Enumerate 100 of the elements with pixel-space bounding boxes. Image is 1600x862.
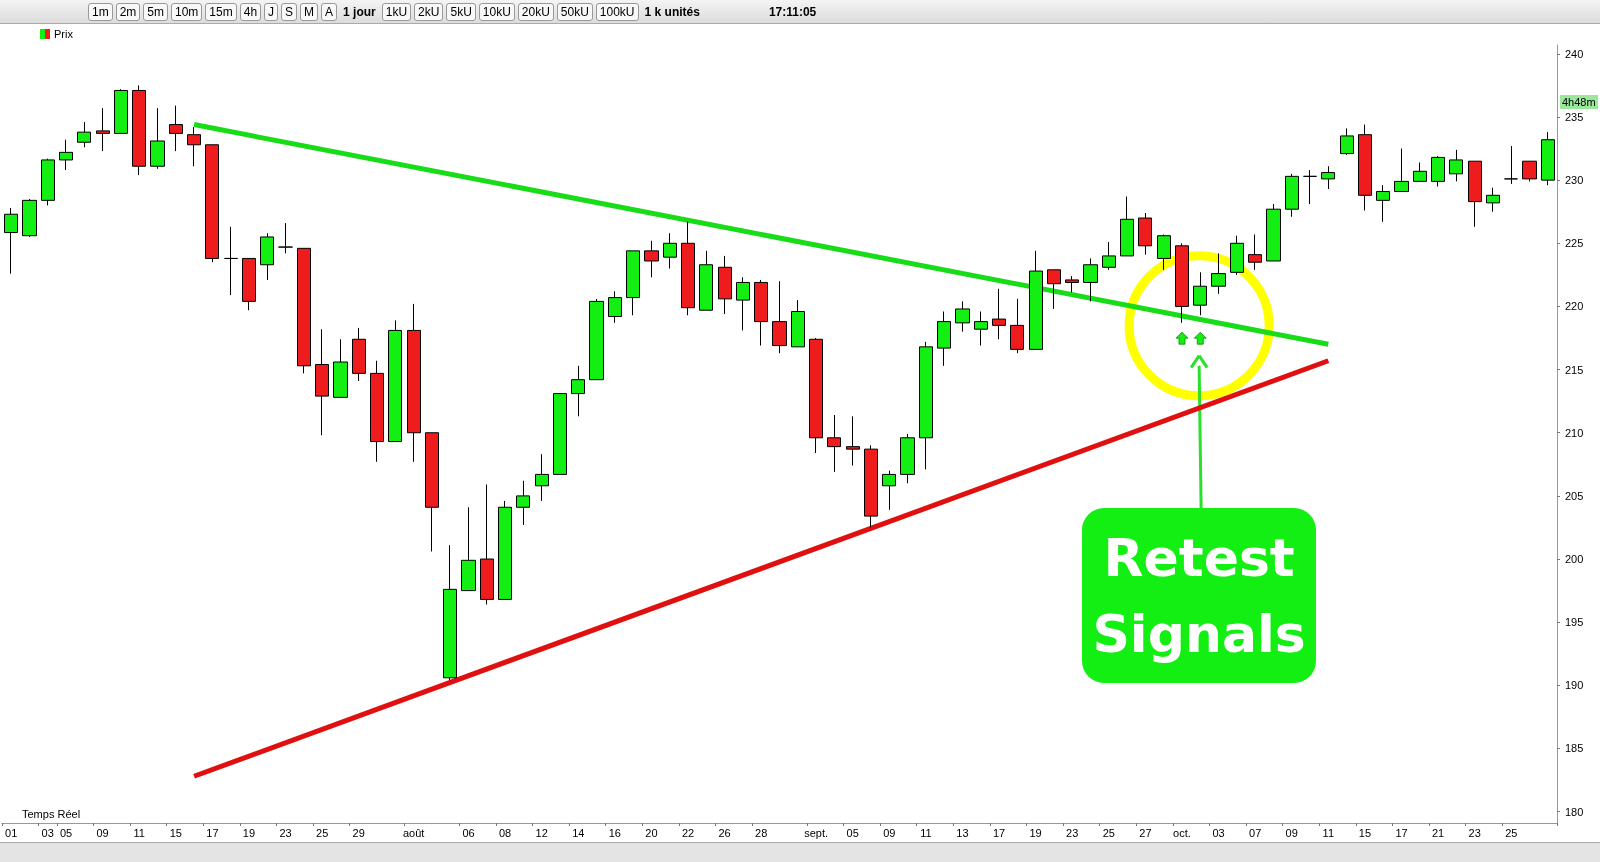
x-tick-label: 29 bbox=[352, 826, 365, 839]
x-tick-label: 07 bbox=[1249, 826, 1262, 839]
candlestick bbox=[1047, 269, 1061, 310]
candlestick bbox=[352, 327, 366, 382]
x-tick-label: 14 bbox=[572, 826, 585, 839]
text: 2kU bbox=[414, 2, 444, 21]
callout-box: Retest Signals bbox=[1082, 508, 1317, 683]
x-tick-label: 23 bbox=[1468, 826, 1481, 839]
x-tick-label: 11 bbox=[920, 826, 932, 839]
x-tick-label: oct. bbox=[1173, 826, 1191, 839]
candlestick bbox=[1248, 233, 1262, 271]
annotation: 4h48m bbox=[1560, 95, 1598, 110]
y-tick-label: 225 bbox=[1565, 237, 1584, 250]
candlestick bbox=[1522, 160, 1537, 182]
x-tick-label: 12 bbox=[535, 826, 548, 839]
candlestick bbox=[1120, 196, 1134, 257]
candlestick bbox=[1504, 145, 1518, 185]
candlestick bbox=[754, 279, 768, 347]
candlestick bbox=[955, 300, 970, 333]
candlestick bbox=[150, 107, 165, 170]
text: M bbox=[300, 2, 319, 21]
candlestick bbox=[205, 144, 219, 263]
candlestick bbox=[553, 393, 567, 475]
x-tick-label: 28 bbox=[755, 826, 768, 839]
candlestick bbox=[278, 222, 293, 254]
candlestick bbox=[1340, 127, 1354, 156]
y-tick-label: 180 bbox=[1565, 805, 1584, 818]
candlestick bbox=[1083, 257, 1098, 302]
y-tick-label: 195 bbox=[1565, 616, 1584, 629]
candlestick bbox=[992, 288, 1006, 340]
x-tick-label: 13 bbox=[956, 826, 969, 839]
text: Prix bbox=[54, 28, 73, 40]
candlestick bbox=[224, 226, 238, 296]
candlestick bbox=[1010, 298, 1024, 354]
candlestick bbox=[919, 341, 933, 470]
text: 50kU bbox=[556, 2, 593, 21]
candlestick bbox=[498, 500, 512, 600]
y-tick-label: 220 bbox=[1565, 300, 1584, 313]
x-tick-label: 19 bbox=[242, 826, 256, 839]
candlestick bbox=[644, 240, 659, 278]
candlestick bbox=[1230, 235, 1244, 276]
candlestick bbox=[809, 337, 823, 454]
y-tick-label: 230 bbox=[1565, 174, 1584, 187]
x-tick-label: 25 bbox=[316, 826, 329, 839]
x-tick-label: 17 bbox=[1395, 826, 1408, 839]
text: 10kU bbox=[478, 2, 515, 21]
candlestick bbox=[1157, 233, 1171, 271]
x-tick-label: 20 bbox=[645, 826, 658, 839]
candlestick bbox=[1266, 203, 1281, 262]
text: 1m bbox=[88, 2, 113, 21]
y-tick-label: 240 bbox=[1565, 47, 1584, 60]
candlestick bbox=[96, 107, 110, 152]
text: J bbox=[264, 2, 279, 21]
x-tick-label: 23 bbox=[279, 826, 292, 839]
x-tick-label: 27 bbox=[1139, 826, 1152, 839]
candlestick bbox=[1321, 165, 1335, 190]
candlestick bbox=[132, 84, 146, 176]
candlestick bbox=[589, 298, 604, 381]
text: 1 k unités bbox=[643, 3, 701, 20]
text: 100kU bbox=[595, 2, 639, 21]
candlestick bbox=[41, 158, 55, 206]
text: A bbox=[321, 2, 338, 21]
candlestick bbox=[1376, 184, 1390, 223]
y-tick-label: 190 bbox=[1565, 679, 1584, 692]
x-tick-label: 17 bbox=[992, 826, 1006, 839]
candlestick bbox=[407, 303, 421, 463]
text: 15m bbox=[205, 2, 237, 21]
y-tick-label: 235 bbox=[1565, 110, 1584, 123]
candlestick bbox=[736, 276, 750, 331]
annotation: Temps Réel bbox=[22, 808, 81, 820]
candlestick bbox=[1193, 271, 1207, 316]
x-tick-label: 09 bbox=[883, 826, 896, 839]
text: 17:11:05 bbox=[767, 3, 818, 20]
candlestick bbox=[1029, 250, 1043, 350]
x-tick-label: 08 bbox=[498, 826, 512, 839]
x-tick-label: 11 bbox=[133, 826, 145, 839]
x-tick-label: 03 bbox=[1212, 826, 1225, 839]
x-tick-label: 15 bbox=[1358, 826, 1372, 839]
candlestick bbox=[718, 255, 732, 315]
candlestick bbox=[187, 126, 201, 167]
candlestick bbox=[1303, 169, 1317, 205]
candlestick bbox=[1138, 212, 1152, 256]
candlestick bbox=[1285, 173, 1299, 218]
candlestick bbox=[480, 484, 494, 605]
candlestick bbox=[791, 299, 805, 348]
candlestick bbox=[77, 121, 91, 148]
candlestick bbox=[1431, 155, 1445, 187]
candlestick bbox=[260, 232, 274, 281]
candlestick bbox=[827, 414, 841, 473]
candlestick bbox=[370, 360, 384, 463]
candlestick bbox=[1486, 187, 1500, 213]
x-tick-label: 25 bbox=[1505, 826, 1518, 839]
candlestick bbox=[1065, 275, 1079, 294]
x-tick-label: 23 bbox=[1066, 826, 1079, 839]
x-tick-label: 05 bbox=[846, 826, 859, 839]
y-tick-label: 210 bbox=[1565, 426, 1584, 439]
candlestick bbox=[516, 480, 530, 526]
candlestick bbox=[571, 365, 585, 417]
text: 1 jour bbox=[342, 3, 377, 20]
candlestick bbox=[699, 250, 713, 311]
